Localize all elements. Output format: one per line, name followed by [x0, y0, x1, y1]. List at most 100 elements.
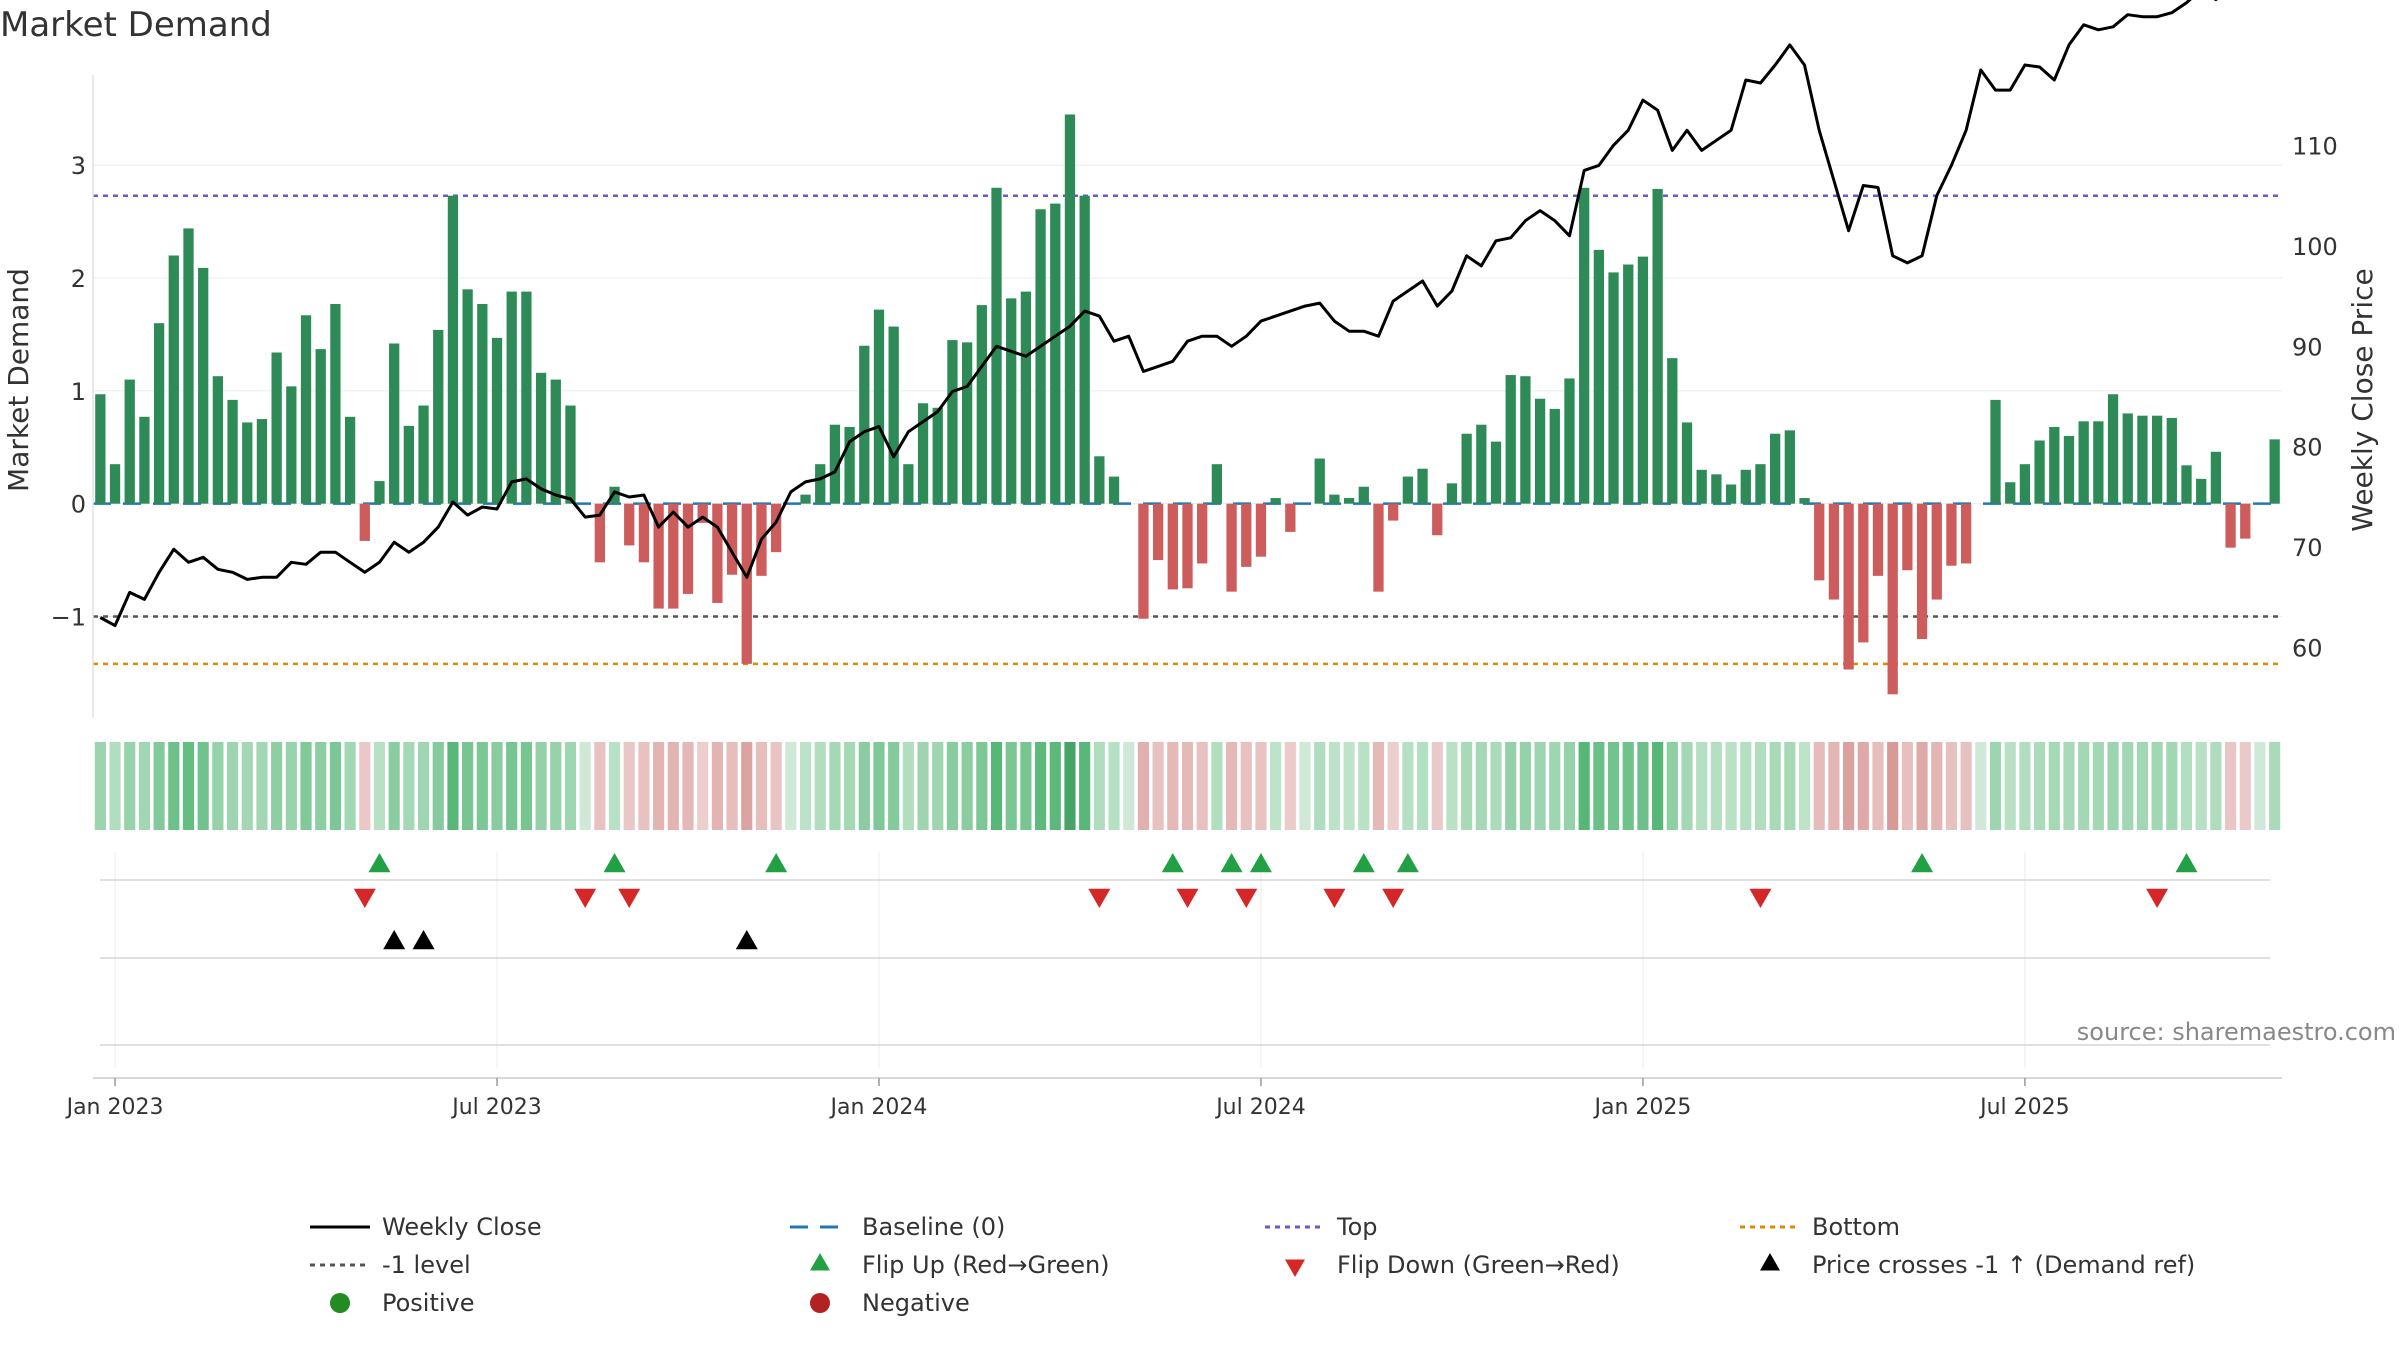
- heat-strip-cell: [315, 742, 327, 830]
- heat-strip-cell: [1828, 742, 1840, 830]
- heat-strip-cell: [1137, 742, 1150, 830]
- x-tick-label: Jan 2024: [829, 1095, 928, 1120]
- flip-up-marker: [603, 853, 626, 873]
- heat-strip-cell: [1299, 742, 1311, 830]
- demand-bar: [903, 464, 914, 504]
- demand-bar: [550, 379, 561, 504]
- heat-strip-cell: [476, 742, 488, 830]
- demand-bar: [1255, 503, 1267, 557]
- demand-bar: [1020, 291, 1032, 504]
- heat-strip-cell: [770, 742, 782, 830]
- demand-bar: [491, 337, 503, 504]
- heat-strip-cell: [1079, 742, 1091, 830]
- demand-bar: [741, 503, 752, 664]
- heat-strip-cell: [1725, 742, 1737, 830]
- heat-strip-cell: [2151, 742, 2163, 830]
- demand-bar: [344, 416, 356, 504]
- y2-tick-label: 90: [2292, 333, 2323, 361]
- demand-bar: [1197, 503, 1208, 564]
- heat-strip-cell: [1519, 742, 1531, 830]
- flip-down-marker: [1382, 888, 1405, 908]
- legend-item: Baseline (0): [790, 1213, 1005, 1241]
- demand-bar: [1520, 376, 1531, 504]
- flip-up-marker: [765, 853, 788, 873]
- demand-bar: [2225, 503, 2236, 548]
- heat-strip-cell: [1975, 742, 1987, 830]
- heat-strip: [94, 742, 2281, 830]
- demand-bar: [888, 326, 899, 504]
- legend-item: Flip Up (Red→Green): [810, 1251, 1110, 1279]
- demand-bar: [153, 323, 165, 504]
- legend-label: -1 level: [382, 1251, 471, 1279]
- heat-strip-cell: [1857, 742, 1869, 830]
- heat-strip-cell: [462, 742, 474, 830]
- heat-strip-cell: [359, 742, 371, 830]
- demand-bar: [1050, 203, 1061, 504]
- demand-bar: [2005, 482, 2016, 504]
- demand-bar: [1432, 503, 1443, 536]
- demand-bar: [1579, 187, 1590, 504]
- demand-bar: [1064, 114, 1076, 504]
- heat-strip-cell: [1622, 742, 1634, 830]
- heat-strip-cell: [623, 742, 635, 830]
- heat-strip-cell: [1490, 742, 1502, 830]
- demand-bar: [1564, 378, 1575, 504]
- demand-bar: [1388, 503, 1399, 521]
- demand-bar: [1358, 486, 1369, 504]
- heat-strip-cell: [1387, 742, 1399, 830]
- flip-down-marker: [1323, 888, 1346, 908]
- flip-down-marker: [2146, 888, 2169, 908]
- heat-strip-cell: [1931, 742, 1943, 830]
- heat-strip-cell: [902, 742, 914, 830]
- demand-bar: [668, 503, 679, 609]
- y2-tick-label: 70: [2292, 534, 2323, 562]
- demand-bar: [2019, 464, 2031, 504]
- heat-strip-cell: [1446, 742, 1458, 830]
- demand-bar: [2063, 435, 2075, 504]
- heat-strip-cell: [1607, 742, 1620, 830]
- demand-bar: [1079, 195, 1090, 504]
- demand-bar: [2093, 421, 2104, 504]
- demand-bar: [2122, 413, 2133, 504]
- flip-up-marker: [2175, 853, 2198, 873]
- heat-strip-cell: [829, 742, 841, 830]
- heat-strip-cell: [1431, 742, 1443, 830]
- demand-bar: [961, 342, 973, 504]
- heat-strip-cell: [1255, 742, 1267, 830]
- demand-bar: [1843, 503, 1854, 670]
- flip-down-marker: [353, 888, 376, 908]
- heat-strip-cell: [1035, 742, 1047, 830]
- heat-strip-cell: [1960, 742, 1972, 830]
- demand-bar: [535, 372, 547, 504]
- legend-label: Weekly Close: [382, 1213, 542, 1241]
- heat-strip-cell: [1563, 742, 1576, 830]
- demand-bar: [2240, 503, 2251, 539]
- flip-down-marker: [618, 888, 641, 908]
- heat-strip-cell: [1798, 742, 1811, 830]
- demand-bar: [1623, 264, 1634, 504]
- heat-strip-cell: [873, 742, 885, 830]
- demand-bar: [359, 503, 370, 541]
- y2-tick-label: 110: [2292, 132, 2338, 160]
- demand-bar: [653, 503, 664, 609]
- legend-label: Price crosses -1 ↑ (Demand ref): [1812, 1251, 2195, 1279]
- heat-strip-cell: [168, 742, 180, 830]
- heat-strip-cell: [2239, 742, 2251, 830]
- demand-bar: [932, 407, 943, 504]
- heat-strip-cell: [1740, 742, 1752, 830]
- demand-bar: [1402, 476, 1414, 504]
- heat-strip-cell: [1754, 742, 1767, 830]
- demand-bar: [1006, 298, 1017, 504]
- heat-strip-cell: [917, 742, 929, 830]
- legend-item: Price crosses -1 ↑ (Demand ref): [1760, 1251, 2195, 1279]
- demand-bar: [198, 267, 209, 504]
- heat-strip-cell: [932, 742, 944, 830]
- demand-bar: [638, 503, 650, 563]
- demand-bar: [1152, 503, 1164, 561]
- signal-rows: [100, 853, 2270, 1046]
- demand-bar: [1990, 399, 2001, 504]
- heat-strip-cell: [1152, 742, 1164, 830]
- heat-strip-cell: [799, 742, 812, 830]
- heat-strip-cell: [2092, 742, 2104, 830]
- y2-tick-label: 80: [2292, 434, 2323, 462]
